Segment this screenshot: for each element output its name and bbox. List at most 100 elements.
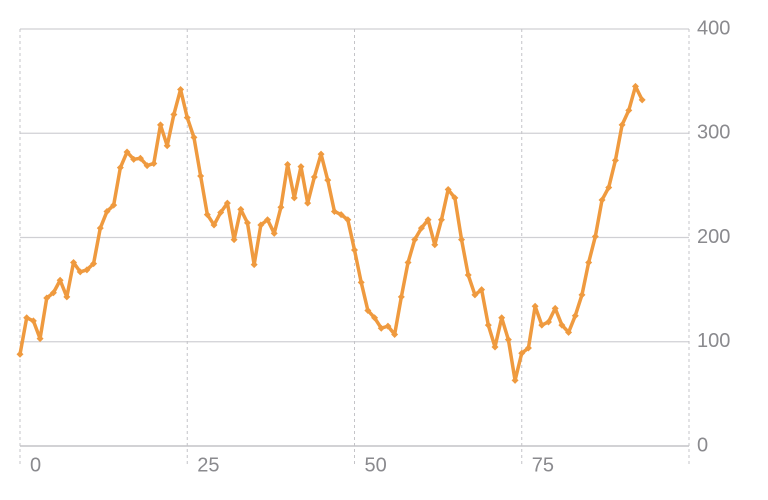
data-point bbox=[130, 155, 138, 163]
data-point bbox=[478, 286, 486, 294]
data-point bbox=[264, 216, 272, 224]
data-point bbox=[183, 114, 191, 122]
data-point bbox=[123, 148, 131, 156]
data-point bbox=[371, 314, 379, 322]
data-point bbox=[304, 199, 312, 207]
data-point bbox=[156, 121, 164, 129]
data-point bbox=[237, 205, 245, 213]
data-point bbox=[511, 376, 519, 384]
series-line bbox=[18, 84, 644, 383]
data-point bbox=[143, 162, 151, 170]
data-point bbox=[96, 224, 104, 232]
data-point bbox=[243, 219, 251, 227]
data-point bbox=[56, 276, 64, 284]
data-point bbox=[284, 161, 292, 169]
data-point bbox=[404, 259, 412, 267]
data-point bbox=[458, 236, 466, 244]
data-point bbox=[598, 196, 606, 204]
data-point bbox=[190, 133, 198, 141]
data-point bbox=[391, 330, 399, 338]
data-point bbox=[545, 318, 553, 326]
data-point bbox=[116, 164, 124, 172]
data-point bbox=[197, 172, 205, 180]
data-point bbox=[324, 176, 332, 184]
data-point bbox=[250, 261, 258, 269]
data-point bbox=[110, 201, 118, 209]
data-point bbox=[444, 186, 452, 194]
data-point bbox=[257, 221, 265, 229]
data-point bbox=[397, 293, 405, 301]
data-point bbox=[310, 173, 318, 181]
data-point bbox=[210, 221, 218, 229]
data-point bbox=[524, 344, 532, 352]
data-point bbox=[63, 293, 71, 301]
data-point bbox=[23, 314, 31, 322]
data-point bbox=[150, 159, 158, 167]
data-point bbox=[177, 85, 185, 93]
data-point bbox=[437, 216, 445, 224]
data-point bbox=[217, 208, 225, 216]
data-point bbox=[357, 278, 365, 286]
data-point bbox=[591, 232, 599, 240]
data-point bbox=[297, 163, 305, 171]
data-point bbox=[16, 350, 24, 358]
data-point bbox=[585, 259, 593, 267]
data-point bbox=[605, 183, 613, 191]
x-tick-label: 25 bbox=[197, 454, 219, 476]
y-tick-label: 300 bbox=[697, 122, 730, 144]
data-point bbox=[29, 317, 37, 325]
data-point bbox=[531, 302, 539, 310]
data-point bbox=[90, 260, 98, 268]
data-point bbox=[317, 150, 325, 158]
data-point bbox=[631, 82, 639, 90]
data-point bbox=[471, 291, 479, 299]
data-point bbox=[170, 110, 178, 118]
data-point bbox=[36, 335, 44, 343]
data-point bbox=[618, 121, 626, 129]
data-point bbox=[103, 207, 111, 215]
data-point bbox=[578, 291, 586, 299]
data-point bbox=[270, 229, 278, 237]
data-point bbox=[484, 321, 492, 329]
data-point bbox=[83, 266, 91, 274]
y-tick-label: 0 bbox=[697, 434, 708, 456]
data-point bbox=[464, 271, 472, 279]
data-point bbox=[384, 322, 392, 330]
data-point bbox=[43, 294, 51, 302]
x-tick-label: 75 bbox=[532, 454, 554, 476]
y-tick-label: 400 bbox=[697, 17, 730, 39]
data-point bbox=[638, 96, 646, 104]
data-point bbox=[498, 314, 506, 322]
data-point bbox=[337, 211, 345, 219]
data-point bbox=[330, 207, 338, 215]
data-point bbox=[230, 236, 238, 244]
data-point bbox=[571, 312, 579, 320]
x-tick-label: 50 bbox=[365, 454, 387, 476]
data-point bbox=[504, 336, 512, 344]
y-tick-label: 200 bbox=[697, 226, 730, 248]
x-tick-label: 0 bbox=[30, 454, 41, 476]
data-point bbox=[344, 216, 352, 224]
data-point bbox=[625, 106, 633, 114]
data-point bbox=[518, 349, 526, 357]
data-point bbox=[551, 304, 559, 312]
data-point bbox=[431, 241, 439, 249]
data-point bbox=[49, 289, 57, 297]
data-point bbox=[70, 259, 78, 267]
data-point bbox=[290, 194, 298, 202]
data-point bbox=[223, 199, 231, 207]
data-point bbox=[451, 194, 459, 202]
y-tick-label: 100 bbox=[697, 330, 730, 352]
data-point bbox=[136, 154, 144, 162]
data-point bbox=[424, 216, 432, 224]
data-point bbox=[203, 211, 211, 219]
data-point bbox=[558, 321, 566, 329]
data-point bbox=[611, 156, 619, 164]
data-point bbox=[364, 306, 372, 314]
data-point bbox=[277, 203, 285, 211]
data-point bbox=[411, 236, 419, 244]
data-point bbox=[491, 343, 499, 351]
data-point bbox=[351, 246, 358, 254]
data-point bbox=[163, 142, 171, 150]
